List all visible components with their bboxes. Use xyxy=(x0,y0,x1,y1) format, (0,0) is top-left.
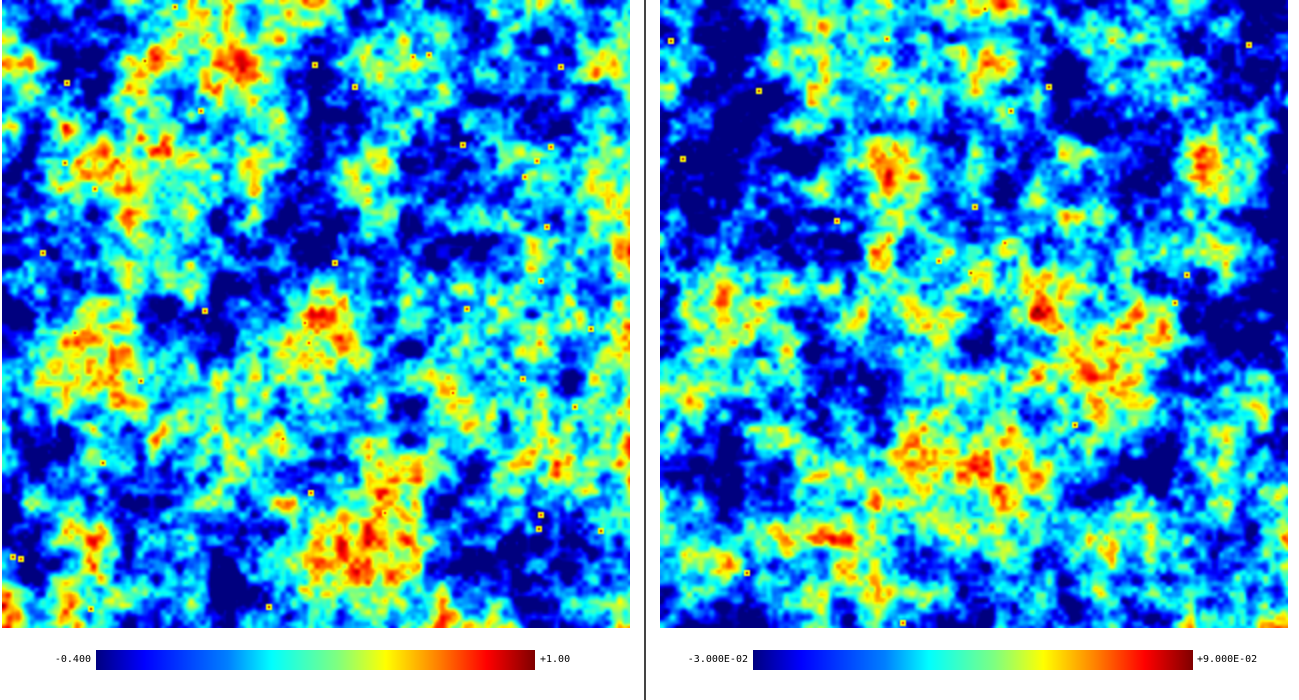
left-colorbar-max-label: +1.00 xyxy=(540,654,571,665)
left-colorbar-gradient xyxy=(96,650,535,670)
right-colorbar-min-label: -3.000E-02 xyxy=(687,654,748,665)
left-colorbar-min-label: -0.400 xyxy=(54,654,91,665)
right-map-panel: -3.000E-02 +9.000E-02 xyxy=(658,0,1288,700)
left-map-panel: -0.400 +1.00 xyxy=(0,0,630,700)
left-colorbar: -0.400 +1.00 xyxy=(0,650,630,670)
right-colorbar: -3.000E-02 +9.000E-02 xyxy=(658,650,1288,670)
right-colorbar-gradient xyxy=(753,650,1193,670)
right-colorbar-max-label: +9.000E-02 xyxy=(1197,654,1258,665)
right-density-map xyxy=(660,0,1288,628)
left-density-map xyxy=(2,0,630,628)
panel-divider xyxy=(644,0,646,700)
